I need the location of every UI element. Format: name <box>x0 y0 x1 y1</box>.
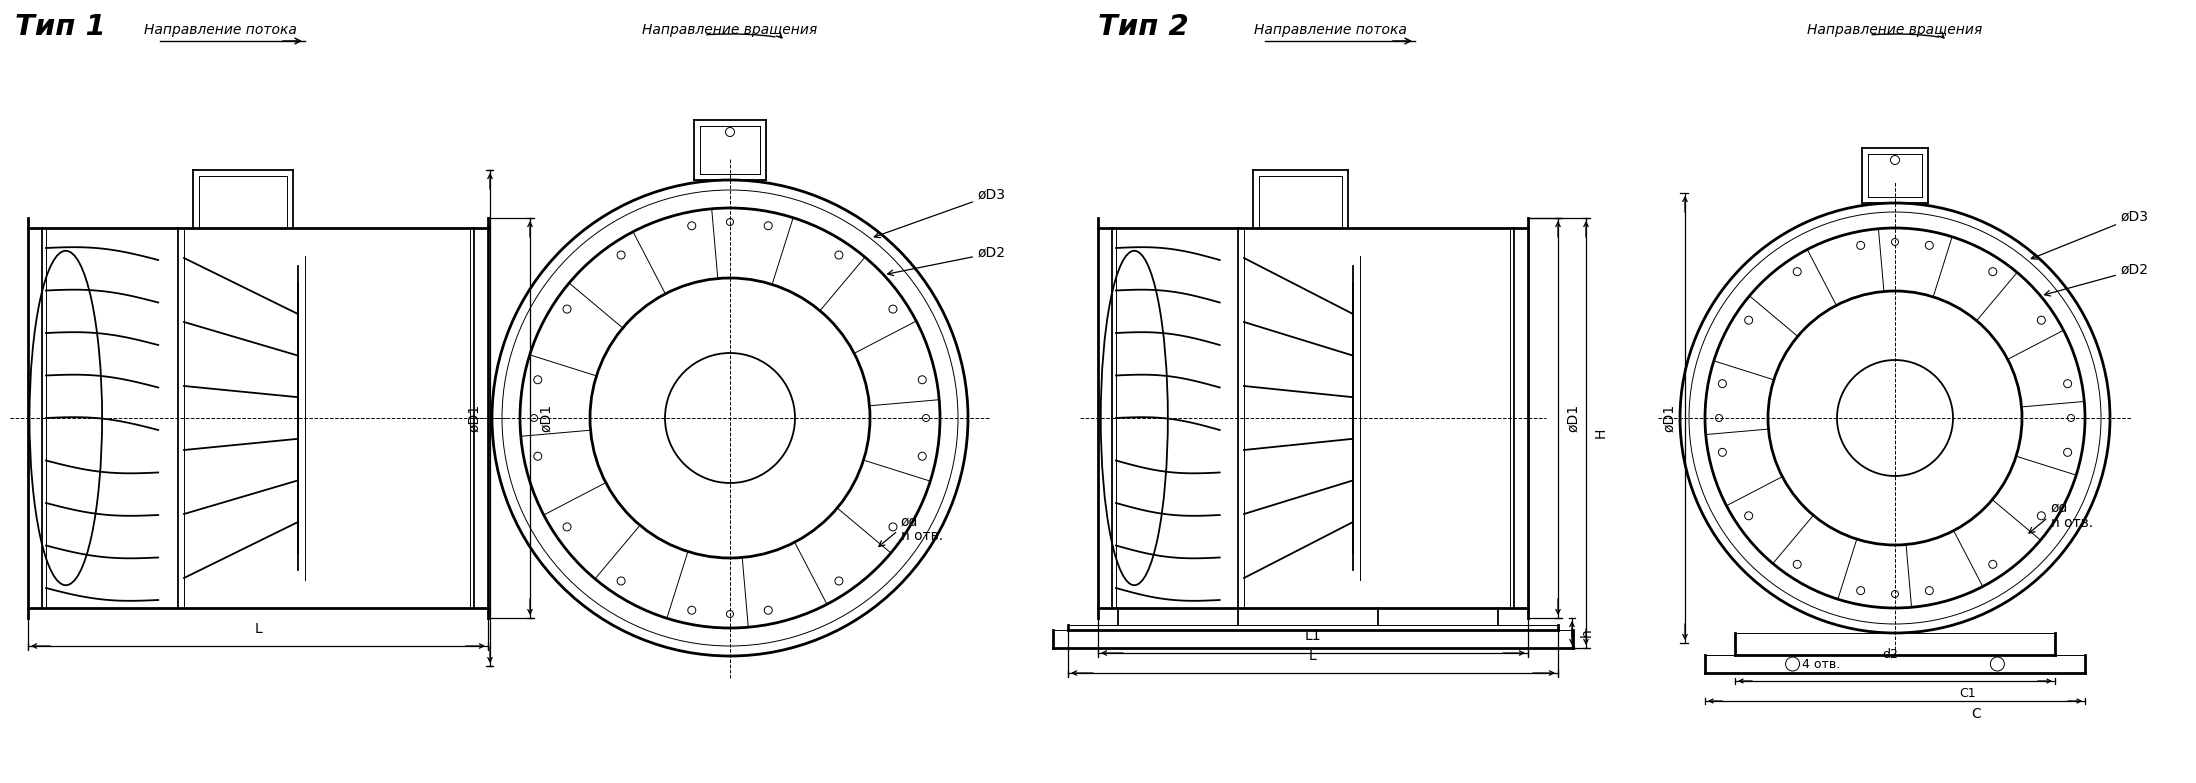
Text: Тип 2: Тип 2 <box>1098 13 1188 41</box>
Text: Направление потока: Направление потока <box>1254 23 1405 37</box>
Text: øD3: øD3 <box>2031 210 2150 259</box>
Text: H: H <box>1594 428 1607 438</box>
Text: 4 отв.: 4 отв. <box>1801 658 1840 670</box>
Text: ød: ød <box>878 514 918 547</box>
Text: Направление вращения: Направление вращения <box>1807 23 1983 37</box>
Text: L: L <box>255 622 261 636</box>
Text: øD3: øD3 <box>874 188 1006 238</box>
Text: øD1: øD1 <box>1662 404 1676 432</box>
Text: Направление потока: Направление потока <box>143 23 296 37</box>
Text: øD2: øD2 <box>887 246 1006 276</box>
Text: n отв.: n отв. <box>2051 516 2093 530</box>
Text: C1: C1 <box>1959 687 1976 700</box>
Text: øD2: øD2 <box>2044 263 2150 296</box>
Text: h: h <box>1579 629 1594 637</box>
Text: L1: L1 <box>1304 629 1322 643</box>
Text: n отв.: n отв. <box>900 529 942 543</box>
Text: L: L <box>1309 649 1318 663</box>
Text: C: C <box>1972 707 1981 721</box>
Text: øD1: øD1 <box>538 404 553 432</box>
Text: ød: ød <box>2029 501 2069 533</box>
Text: øD1: øD1 <box>468 404 481 432</box>
Text: Тип 1: Тип 1 <box>15 13 105 41</box>
Text: øD1: øD1 <box>1566 404 1579 432</box>
Text: Направление вращения: Направление вращения <box>643 23 817 37</box>
Text: d2: d2 <box>1882 648 1897 661</box>
